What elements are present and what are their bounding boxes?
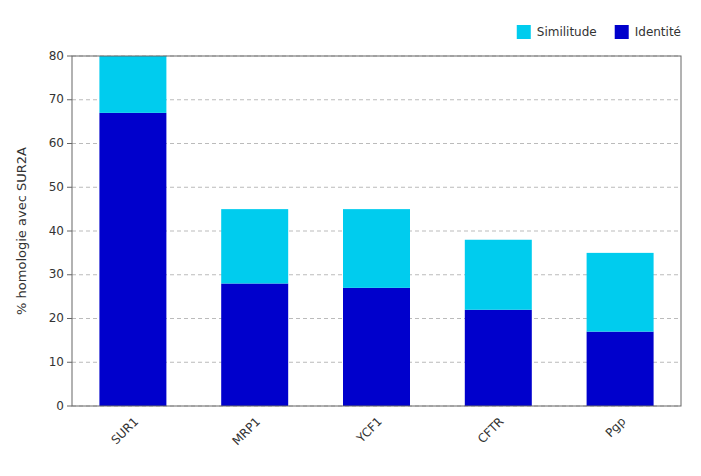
y-tick-label: 50 [49, 180, 64, 194]
legend-swatch [615, 25, 629, 39]
bar-segment [343, 288, 410, 406]
bar-segment [99, 113, 166, 406]
y-tick-label: 80 [49, 49, 64, 63]
x-tick-label: CFTR [475, 414, 507, 446]
chart-container: 0 10 20 30 40 50 60 70 80 SUR1 MRP1 YCF1 CFTR Pgp % ho… [0, 0, 701, 476]
y-tick-label: 20 [49, 311, 64, 325]
x-tick-label: Pgp [603, 414, 629, 440]
legend: Similitude Identité [517, 25, 681, 40]
bar-segment [587, 253, 654, 332]
y-tick-label: 30 [49, 267, 64, 281]
x-axis: SUR1 MRP1 YCF1 CFTR Pgp [108, 414, 628, 448]
grid [72, 56, 681, 406]
y-tick [67, 362, 72, 363]
y-tick [67, 318, 72, 319]
legend-item: Similitude [517, 25, 597, 40]
y-tick [67, 187, 72, 188]
y-axis: 0 10 20 30 40 50 60 70 80 [49, 49, 72, 413]
y-tick [67, 56, 72, 57]
chart-svg: 0 10 20 30 40 50 60 70 80 SUR1 MRP1 YCF1 CFTR Pgp % ho… [0, 0, 701, 476]
legend-swatch [517, 25, 531, 39]
legend-label: Similitude [537, 25, 597, 39]
bars [99, 56, 653, 406]
y-axis-label: % homologie avec SUR2A [14, 147, 29, 315]
y-tick-label: 40 [49, 224, 64, 238]
bar-segment [465, 240, 532, 310]
y-tick-label: 10 [49, 355, 64, 369]
bar-segment [587, 332, 654, 406]
x-tick-label: SUR1 [108, 414, 141, 447]
y-tick-label: 70 [49, 92, 64, 106]
bar-segment [221, 284, 288, 407]
y-tick-label: 0 [56, 399, 64, 413]
bar-segment [465, 310, 532, 406]
bar-segment [99, 56, 166, 113]
bar-segment [343, 209, 410, 288]
y-tick [67, 143, 72, 144]
y-tick [67, 274, 72, 275]
y-tick [67, 99, 72, 100]
x-tick-label: YCF1 [353, 414, 385, 446]
bar-segment [221, 209, 288, 283]
legend-item: Identité [615, 25, 681, 40]
y-tick-label: 60 [49, 136, 64, 150]
y-tick [67, 231, 72, 232]
y-tick [67, 406, 72, 407]
x-tick-label: MRP1 [229, 414, 263, 448]
plot-frame [72, 56, 681, 406]
legend-label: Identité [635, 25, 681, 39]
